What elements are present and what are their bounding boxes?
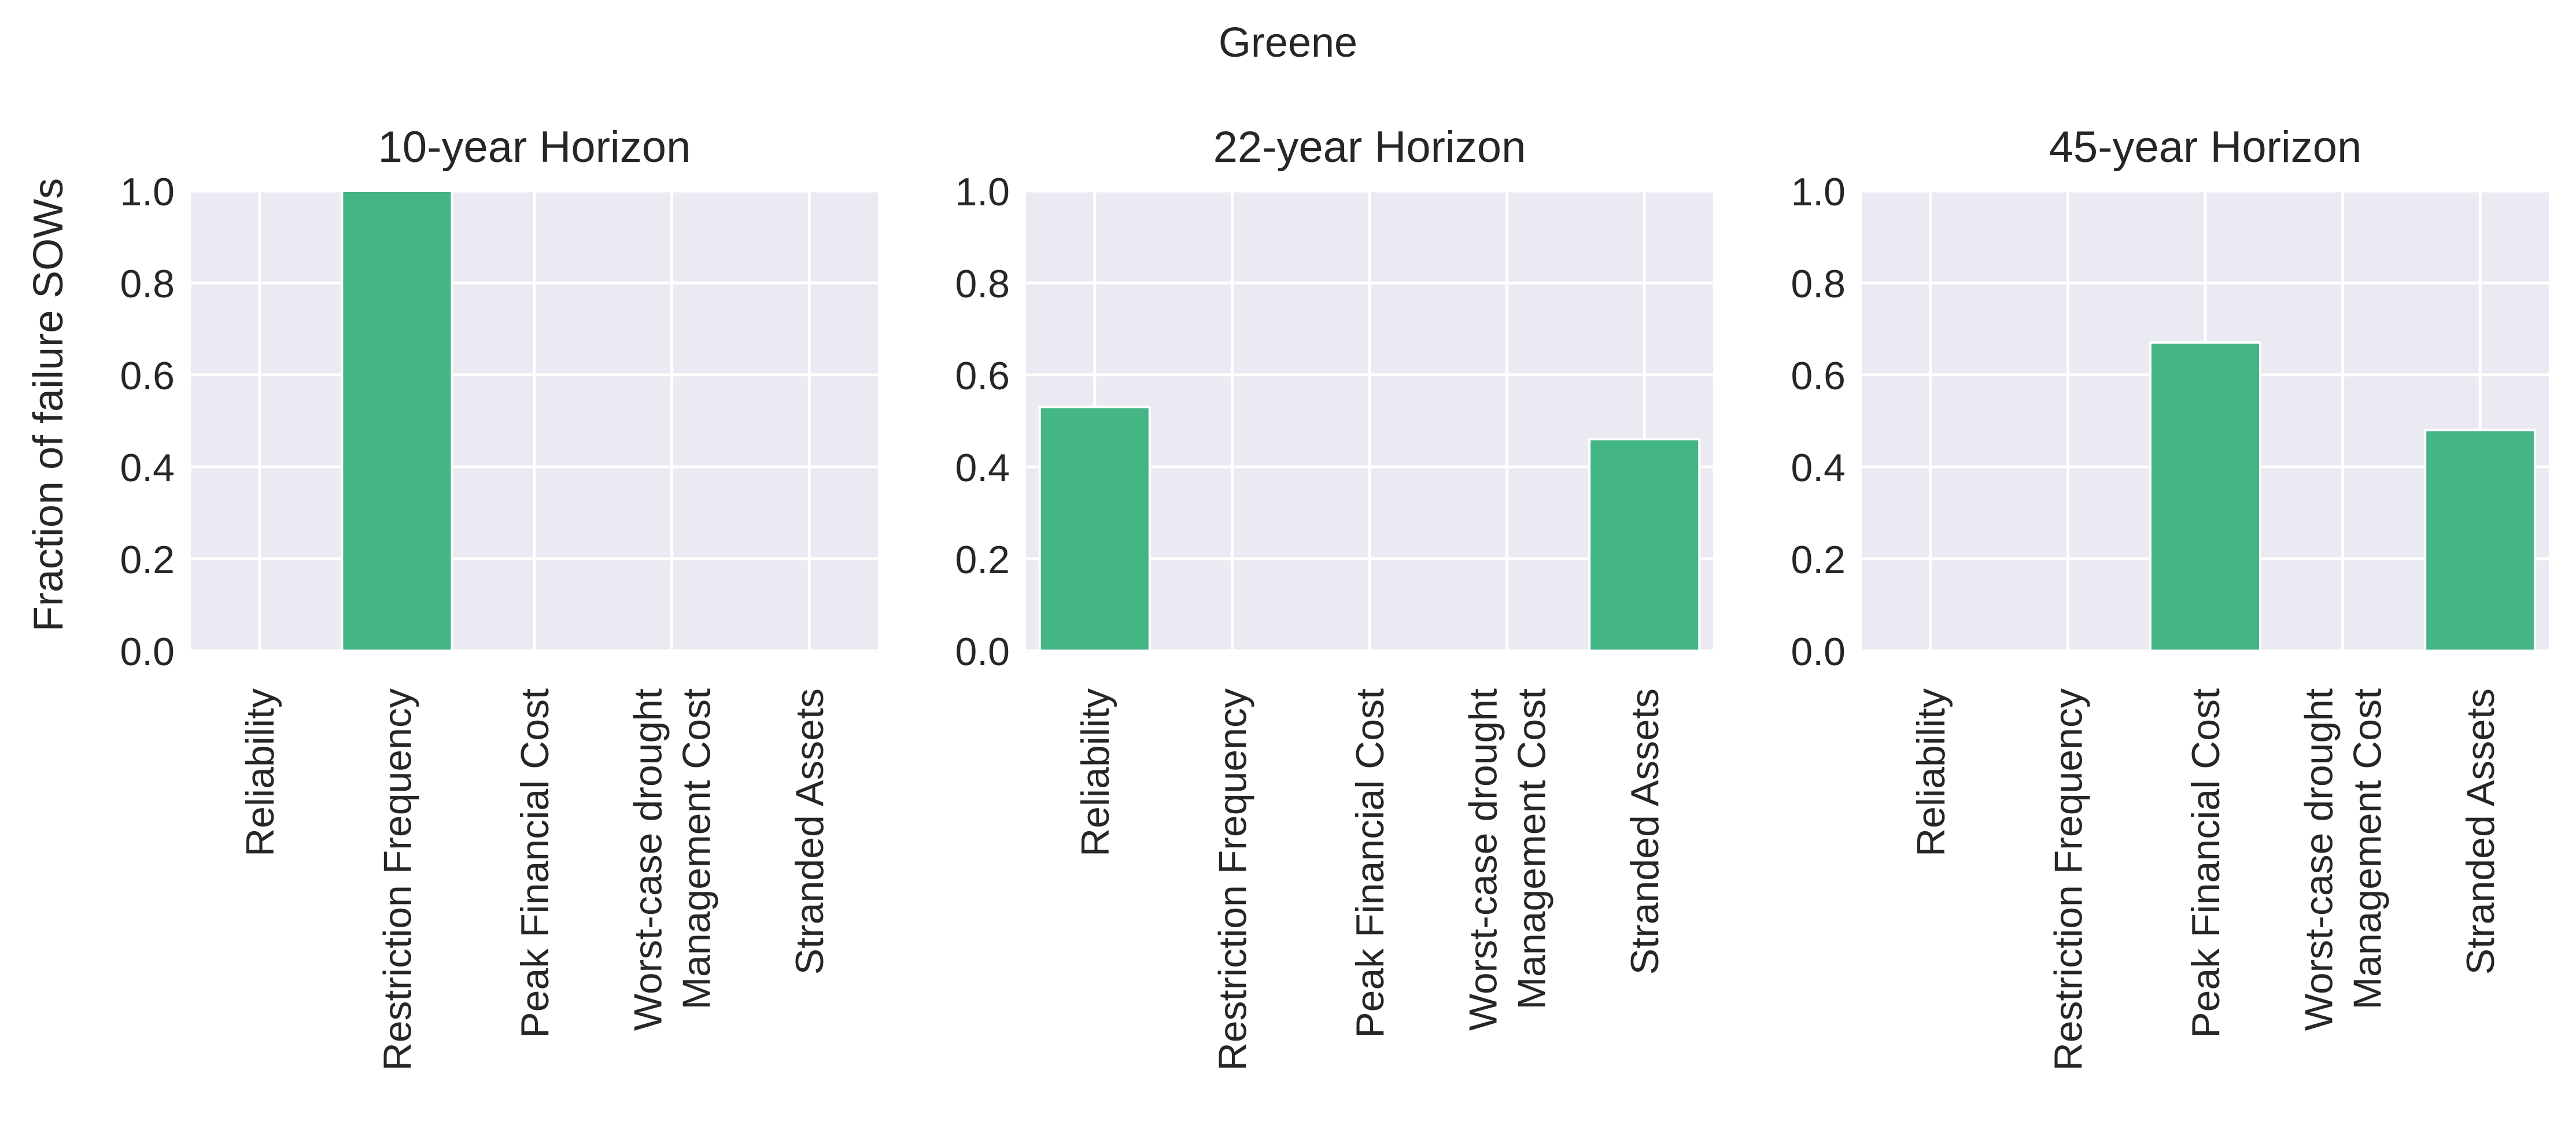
x-tick-label-line: Management Cost bbox=[2346, 688, 2390, 1010]
x-tick-label: Peak Financial Cost bbox=[513, 688, 557, 1038]
x-tick-label-line: Stranded Assets bbox=[1623, 688, 1667, 975]
panel-1: 0.0 0.2 0.4 0.6 0.8 1.0 Reliability Restriction… bbox=[120, 123, 878, 1071]
y-tick-label: 0.4 bbox=[120, 446, 175, 490]
y-tick-label: 0.4 bbox=[1791, 446, 1846, 490]
x-tick-label-line: Management Cost bbox=[675, 688, 719, 1010]
y-tick-label: 0.8 bbox=[955, 262, 1010, 306]
x-tick-label-line: Worst-case drought bbox=[1462, 688, 1505, 1031]
x-tick-label-line: Stranded Assets bbox=[2459, 688, 2503, 975]
x-tick-label-line: Reliability bbox=[1073, 688, 1117, 857]
x-tick-label: Stranded Assets bbox=[788, 688, 832, 975]
bar-5 bbox=[2424, 429, 2537, 652]
y-tick-label: 0.8 bbox=[120, 262, 175, 306]
y-tick-label: 0.6 bbox=[955, 354, 1010, 398]
y-tick-label: 1.0 bbox=[120, 170, 175, 214]
x-tick-label: Worst-case drought Management Cost bbox=[626, 688, 719, 1031]
panel-3: 0.0 0.2 0.4 0.6 0.8 1.0 Reliability Restriction… bbox=[1791, 123, 2549, 1071]
bar-2 bbox=[341, 190, 453, 652]
y-tick-label: 0.0 bbox=[120, 630, 175, 674]
bar-5 bbox=[1588, 438, 1701, 652]
bar-3 bbox=[2149, 341, 2262, 652]
x-tick-label: Peak Financial Cost bbox=[1348, 688, 1392, 1038]
x-tick-label-line: Restriction Frequency bbox=[1211, 688, 1254, 1071]
panel-title: 45-year Horizon bbox=[2049, 123, 2362, 172]
panel-2: 0.0 0.2 0.4 0.6 0.8 1.0 Reliability Restriction… bbox=[955, 123, 1713, 1071]
x-tick-label-line: Worst-case drought bbox=[2297, 688, 2341, 1031]
panel-title: 10-year Horizon bbox=[378, 123, 691, 172]
x-tick-label: Reliability bbox=[1909, 688, 1953, 857]
x-tick-label-line: Restriction Frequency bbox=[375, 688, 419, 1071]
x-tick-label: Restriction Frequency bbox=[1211, 688, 1254, 1071]
x-tick-label: Stranded Assets bbox=[1623, 688, 1667, 975]
panels: 0.0 0.2 0.4 0.6 0.8 1.0 Reliability Restriction… bbox=[120, 123, 2549, 1071]
y-tick-label: 0.8 bbox=[1791, 262, 1846, 306]
figure-title: Greene bbox=[1219, 20, 1357, 66]
x-tick-label: Reliability bbox=[1073, 688, 1117, 857]
y-tick-label: 1.0 bbox=[955, 170, 1010, 214]
y-tick-label: 0.0 bbox=[1791, 630, 1846, 674]
x-tick-label-line: Peak Financial Cost bbox=[2184, 688, 2228, 1038]
panel-title: 22-year Horizon bbox=[1213, 123, 1526, 172]
y-tick-label: 0.0 bbox=[955, 630, 1010, 674]
x-tick-label: Peak Financial Cost bbox=[2184, 688, 2228, 1038]
x-tick-label-line: Peak Financial Cost bbox=[1348, 688, 1392, 1038]
x-tick-label: Reliability bbox=[238, 688, 282, 857]
bar-1 bbox=[1038, 405, 1151, 652]
y-axis-label: Fraction of failure SOWs bbox=[25, 178, 72, 632]
y-tick-label: 1.0 bbox=[1791, 170, 1846, 214]
x-tick-label: Restriction Frequency bbox=[2046, 688, 2090, 1071]
x-tick-label-line: Reliability bbox=[238, 688, 282, 857]
y-tick-label: 0.6 bbox=[1791, 354, 1846, 398]
x-tick-label-line: Peak Financial Cost bbox=[513, 688, 557, 1038]
y-tick-label: 0.2 bbox=[120, 538, 175, 582]
x-tick-label: Restriction Frequency bbox=[375, 688, 419, 1071]
x-tick-label: Worst-case drought Management Cost bbox=[1462, 688, 1554, 1031]
x-tick-label-line: Reliability bbox=[1909, 688, 1953, 857]
x-tick-label-line: Restriction Frequency bbox=[2046, 688, 2090, 1071]
y-tick-label: 0.4 bbox=[955, 446, 1010, 490]
y-tick-label: 0.2 bbox=[1791, 538, 1846, 582]
y-tick-label: 0.6 bbox=[120, 354, 175, 398]
x-tick-label-line: Worst-case drought bbox=[626, 688, 670, 1031]
x-tick-label-line: Stranded Assets bbox=[788, 688, 832, 975]
x-tick-label: Worst-case drought Management Cost bbox=[2297, 688, 2390, 1031]
x-tick-label-line: Management Cost bbox=[1510, 688, 1554, 1010]
x-tick-label: Stranded Assets bbox=[2459, 688, 2503, 975]
y-tick-label: 0.2 bbox=[955, 538, 1010, 582]
